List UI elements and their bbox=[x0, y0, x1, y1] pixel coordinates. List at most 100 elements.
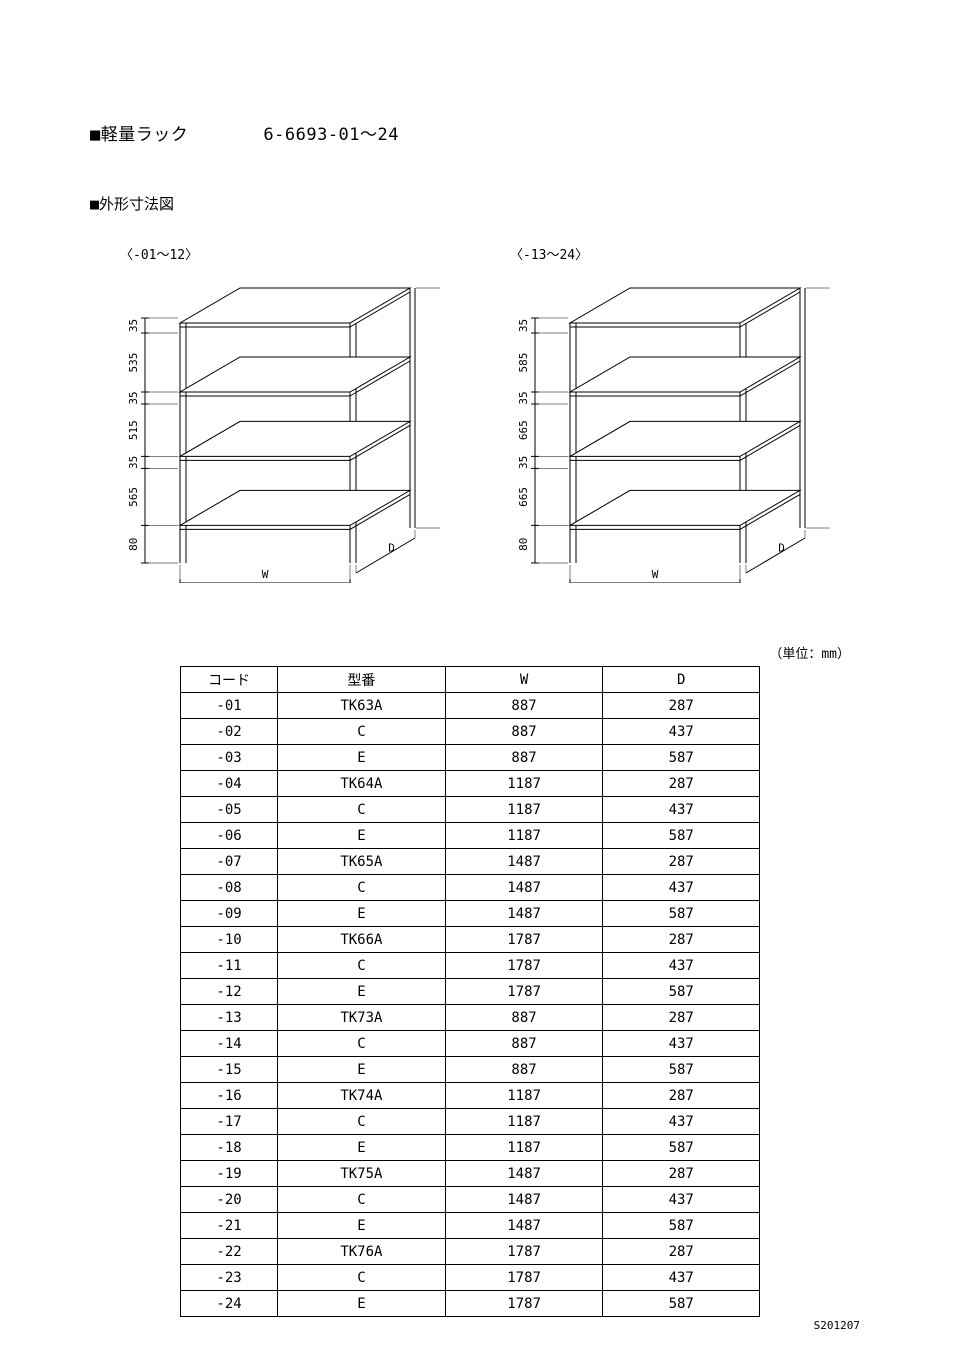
table-col-header: D bbox=[603, 667, 760, 693]
table-row: -24E1787587 bbox=[181, 1291, 760, 1317]
table-row: -18E1187587 bbox=[181, 1135, 760, 1161]
table-cell: TK64A bbox=[278, 771, 446, 797]
table-cell: -22 bbox=[181, 1239, 278, 1265]
table-cell: 587 bbox=[603, 745, 760, 771]
table-row: -04TK64A1187287 bbox=[181, 771, 760, 797]
table-cell: C bbox=[278, 1109, 446, 1135]
footer-code: S201207 bbox=[814, 1319, 860, 1332]
table-cell: 587 bbox=[603, 1135, 760, 1161]
table-cell: 1187 bbox=[445, 1083, 603, 1109]
table-cell: 287 bbox=[603, 849, 760, 875]
table-cell: 1487 bbox=[445, 875, 603, 901]
table-row: -16TK74A1187287 bbox=[181, 1083, 760, 1109]
diagram-left-caption: 〈-01～12〉 bbox=[120, 244, 440, 263]
table-cell: 587 bbox=[603, 1057, 760, 1083]
table-cell: 287 bbox=[603, 1161, 760, 1187]
table-cell: E bbox=[278, 979, 446, 1005]
table-cell: -11 bbox=[181, 953, 278, 979]
table-cell: 1787 bbox=[445, 1239, 603, 1265]
svg-text:80: 80 bbox=[127, 538, 140, 551]
diagram-right-block: 〈-13～24〉 355853566535665802100WD bbox=[490, 244, 830, 583]
table-row: -14C887437 bbox=[181, 1031, 760, 1057]
table-cell: -07 bbox=[181, 849, 278, 875]
diagram-left-block: 〈-01～12〉 355353551535565801800WD bbox=[100, 244, 440, 583]
table-cell: E bbox=[278, 745, 446, 771]
table-cell: -21 bbox=[181, 1213, 278, 1239]
table-row: -08C1487437 bbox=[181, 875, 760, 901]
svg-text:80: 80 bbox=[517, 538, 530, 551]
table-row: -06E1187587 bbox=[181, 823, 760, 849]
table-cell: -20 bbox=[181, 1187, 278, 1213]
table-row: -19TK75A1487287 bbox=[181, 1161, 760, 1187]
table-cell: TK75A bbox=[278, 1161, 446, 1187]
table-row: -21E1487587 bbox=[181, 1213, 760, 1239]
table-cell: 587 bbox=[603, 901, 760, 927]
table-cell: 1487 bbox=[445, 849, 603, 875]
table-cell: 887 bbox=[445, 745, 603, 771]
table-cell: TK74A bbox=[278, 1083, 446, 1109]
table-cell: -14 bbox=[181, 1031, 278, 1057]
table-cell: -19 bbox=[181, 1161, 278, 1187]
table-col-header: W bbox=[445, 667, 603, 693]
table-row: -02C887437 bbox=[181, 719, 760, 745]
table-cell: E bbox=[278, 823, 446, 849]
table-body: -01TK63A887287-02C887437-03E887587-04TK6… bbox=[181, 693, 760, 1317]
table-cell: E bbox=[278, 901, 446, 927]
table-cell: -08 bbox=[181, 875, 278, 901]
table-cell: 437 bbox=[603, 1187, 760, 1213]
svg-text:665: 665 bbox=[517, 420, 530, 440]
table-cell: -09 bbox=[181, 901, 278, 927]
table-cell: 437 bbox=[603, 719, 760, 745]
table-row: -13TK73A887287 bbox=[181, 1005, 760, 1031]
table-cell: -03 bbox=[181, 745, 278, 771]
table-cell: 887 bbox=[445, 693, 603, 719]
table-cell: 1487 bbox=[445, 1187, 603, 1213]
table-cell: -17 bbox=[181, 1109, 278, 1135]
table-cell: -10 bbox=[181, 927, 278, 953]
table-cell: 437 bbox=[603, 953, 760, 979]
table-cell: 287 bbox=[603, 1239, 760, 1265]
svg-text:D: D bbox=[778, 542, 785, 555]
table-cell: 1487 bbox=[445, 1213, 603, 1239]
svg-text:35: 35 bbox=[127, 456, 140, 469]
table-cell: C bbox=[278, 1265, 446, 1291]
table-col-header: 型番 bbox=[278, 667, 446, 693]
table-cell: C bbox=[278, 797, 446, 823]
table-row: -12E1787587 bbox=[181, 979, 760, 1005]
table-cell: 1787 bbox=[445, 979, 603, 1005]
svg-text:35: 35 bbox=[517, 319, 530, 332]
table-cell: 287 bbox=[603, 771, 760, 797]
table-cell: 1187 bbox=[445, 1109, 603, 1135]
svg-text:35: 35 bbox=[517, 456, 530, 469]
table-cell: 887 bbox=[445, 1031, 603, 1057]
table-row: -22TK76A1787287 bbox=[181, 1239, 760, 1265]
table-cell: TK76A bbox=[278, 1239, 446, 1265]
svg-text:515: 515 bbox=[127, 420, 140, 440]
svg-text:585: 585 bbox=[517, 353, 530, 373]
table-cell: 1787 bbox=[445, 1265, 603, 1291]
table-cell: E bbox=[278, 1213, 446, 1239]
table-cell: C bbox=[278, 1031, 446, 1057]
svg-text:W: W bbox=[262, 568, 269, 581]
table-cell: C bbox=[278, 1187, 446, 1213]
table-cell: -12 bbox=[181, 979, 278, 1005]
table-cell: 437 bbox=[603, 875, 760, 901]
table-cell: 287 bbox=[603, 693, 760, 719]
page: ■軽量ラック 6-6693-01～24 ■外形寸法図 〈-01～12〉 3553… bbox=[0, 0, 960, 1362]
diagram-row: 〈-01～12〉 355353551535565801800WD 〈-13～24… bbox=[100, 244, 870, 583]
table-cell: C bbox=[278, 953, 446, 979]
table-cell: 1187 bbox=[445, 797, 603, 823]
table-cell: C bbox=[278, 875, 446, 901]
table-cell: -05 bbox=[181, 797, 278, 823]
table-cell: 1787 bbox=[445, 1291, 603, 1317]
section-subtitle: ■外形寸法図 bbox=[90, 193, 870, 214]
table-row: -20C1487437 bbox=[181, 1187, 760, 1213]
spec-table: コード型番WD -01TK63A887287-02C887437-03E8875… bbox=[180, 666, 760, 1317]
svg-text:535: 535 bbox=[127, 353, 140, 373]
table-cell: 1187 bbox=[445, 823, 603, 849]
table-cell: E bbox=[278, 1135, 446, 1161]
table-row: -11C1787437 bbox=[181, 953, 760, 979]
table-cell: 1487 bbox=[445, 901, 603, 927]
table-cell: -02 bbox=[181, 719, 278, 745]
table-cell: 287 bbox=[603, 927, 760, 953]
